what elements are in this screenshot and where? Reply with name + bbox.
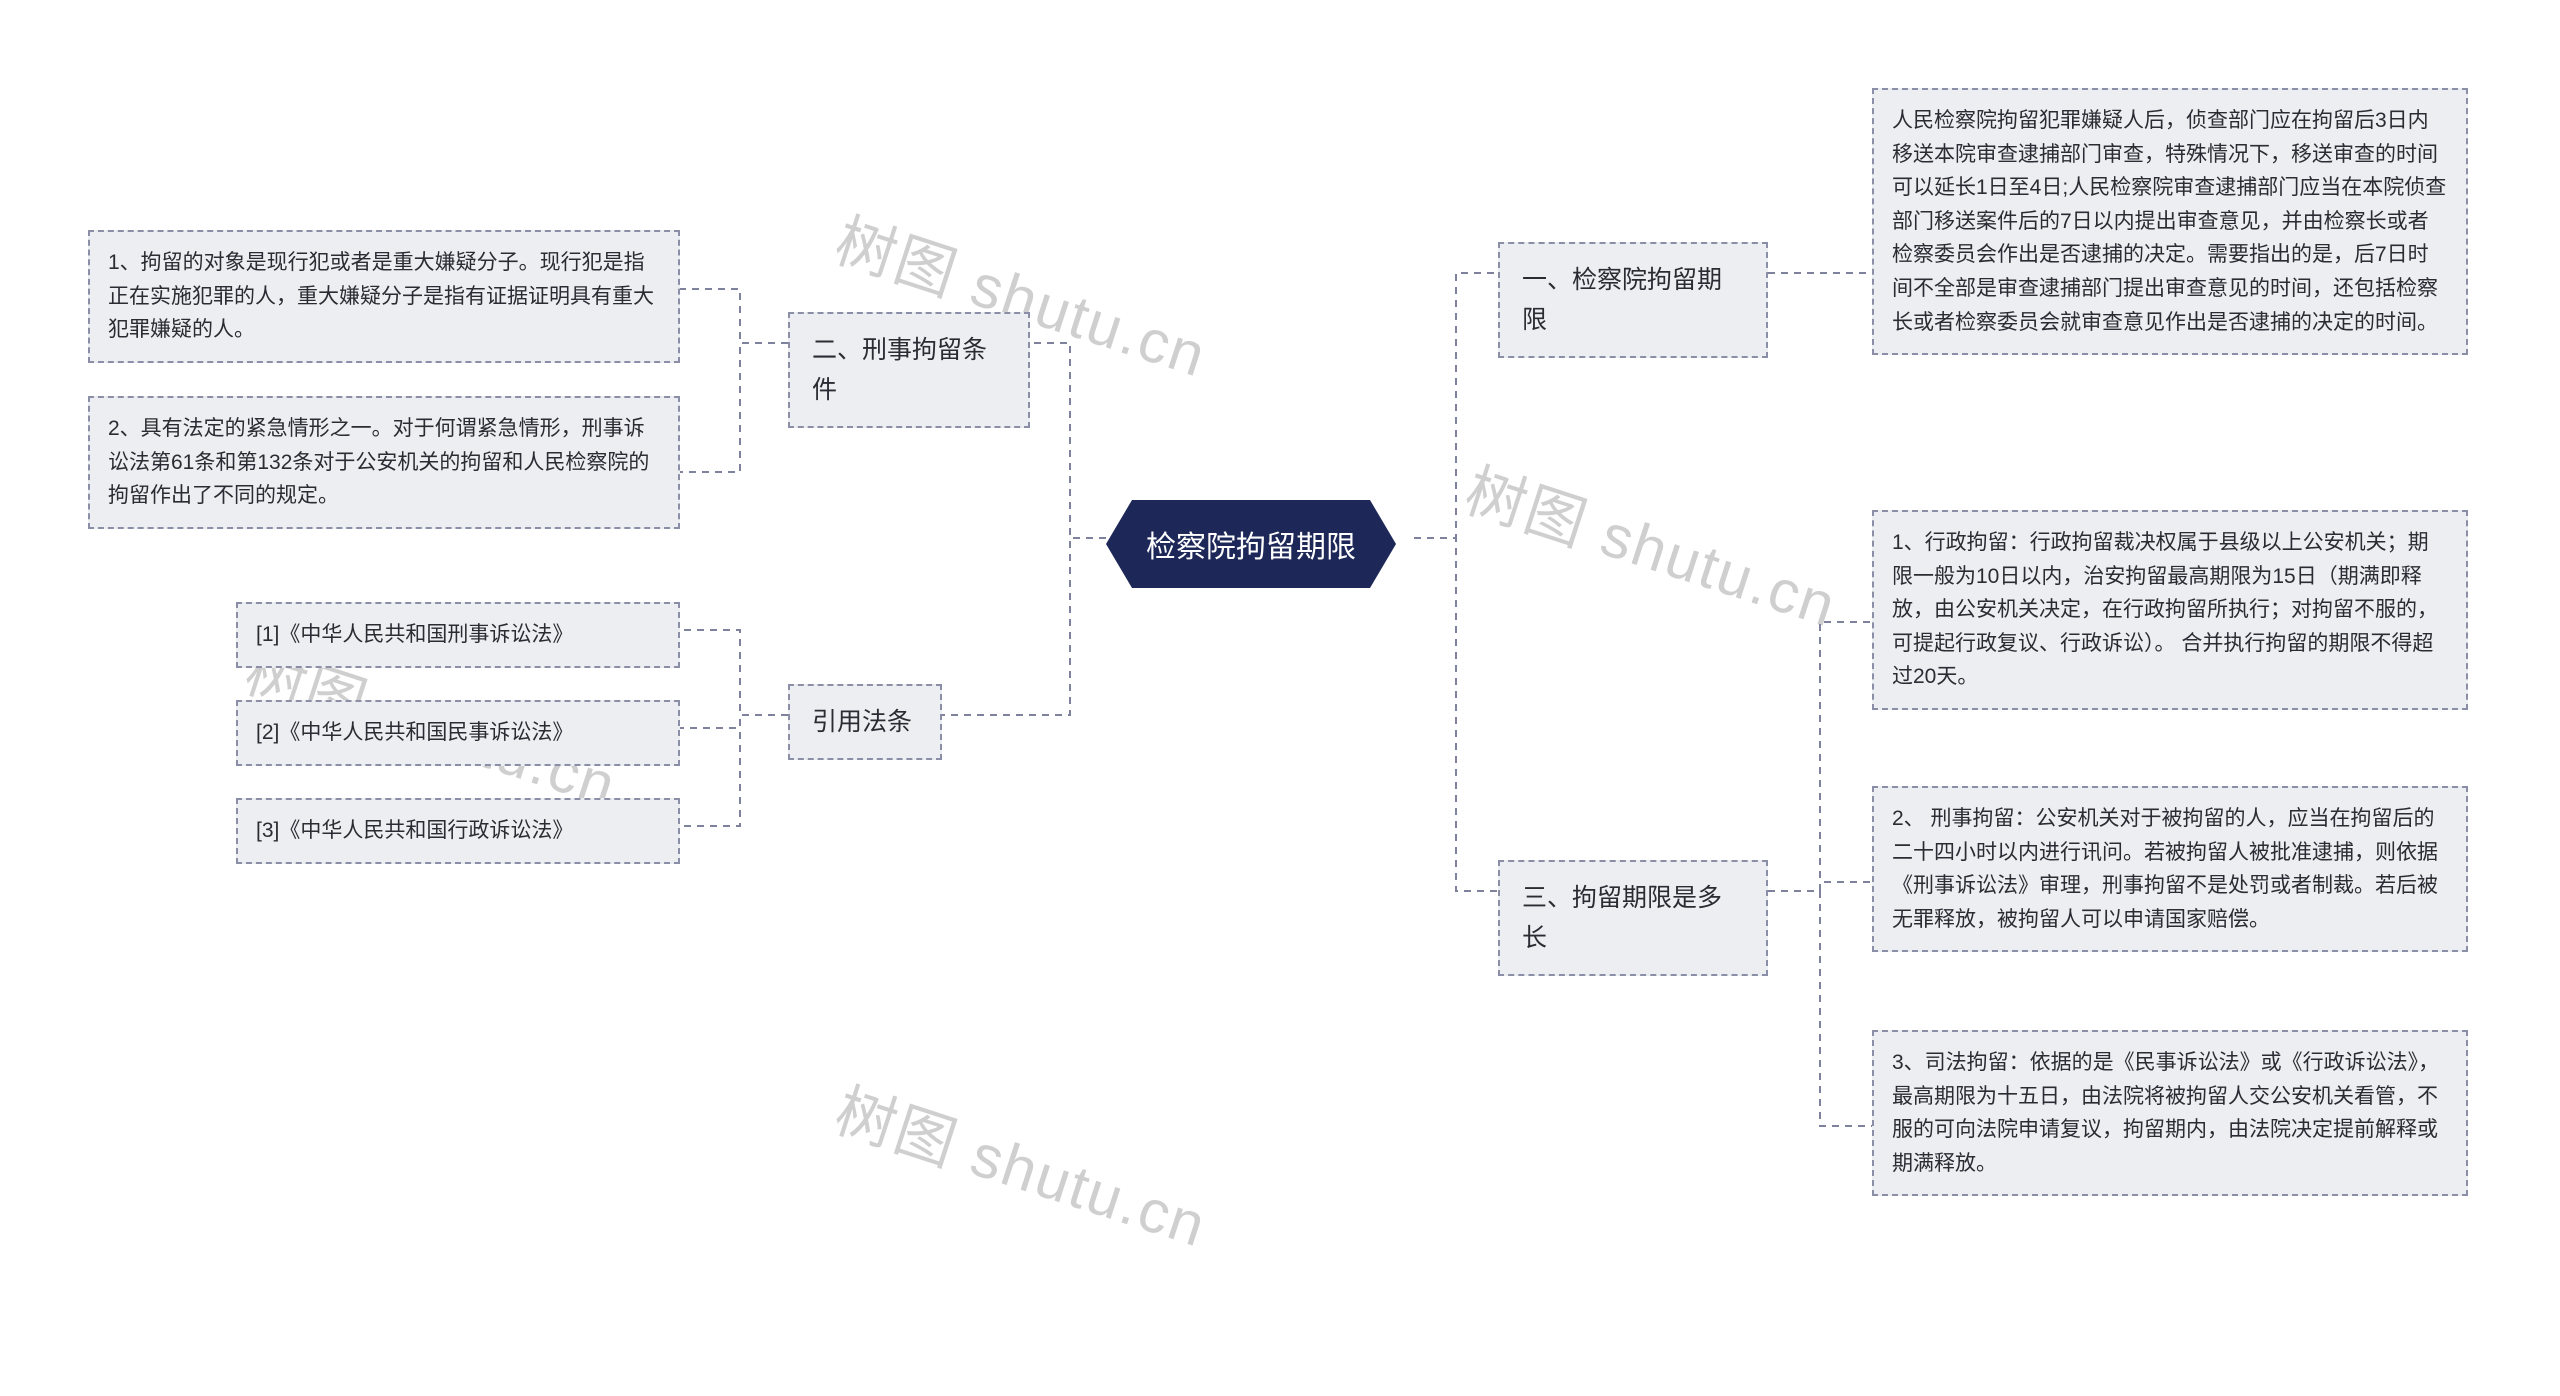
- leaf-admin-detention: 1、行政拘留：行政拘留裁决权属于县级以上公安机关；期限一般为10日以内，治安拘留…: [1872, 510, 2468, 710]
- root-label: 检察院拘留期限: [1106, 500, 1396, 588]
- root-node: 检察院拘留期限: [1106, 500, 1396, 588]
- leaf-judicial-detention: 3、司法拘留：依据的是《民事诉讼法》或《行政诉讼法》，最高期限为十五日，由法院将…: [1872, 1030, 2468, 1196]
- leaf-condition-2: 2、具有法定的紧急情形之一。对于何谓紧急情形，刑事诉讼法第61条和第132条对于…: [88, 396, 680, 529]
- leaf-ref-3: [3]《中华人民共和国行政诉讼法》: [236, 798, 680, 864]
- leaf-procuratorate-detail: 人民检察院拘留犯罪嫌疑人后，侦查部门应在拘留后3日内移送本院审查逮捕部门审查，特…: [1872, 88, 2468, 355]
- leaf-ref-1: [1]《中华人民共和国刑事诉讼法》: [236, 602, 680, 668]
- branch-criminal-detention-conditions: 二、刑事拘留条件: [788, 312, 1030, 428]
- branch-references: 引用法条: [788, 684, 942, 760]
- branch-procuratorate-detention-period: 一、检察院拘留期限: [1498, 242, 1768, 358]
- branch-detention-duration: 三、拘留期限是多长: [1498, 860, 1768, 976]
- watermark: 树图 shutu.cn: [826, 1063, 1220, 1265]
- leaf-ref-2: [2]《中华人民共和国民事诉讼法》: [236, 700, 680, 766]
- leaf-criminal-detention: 2、 刑事拘留：公安机关对于被拘留的人，应当在拘留后的二十四小时以内进行讯问。若…: [1872, 786, 2468, 952]
- watermark: 树图 shutu.cn: [1456, 443, 1850, 645]
- leaf-condition-1: 1、拘留的对象是现行犯或者是重大嫌疑分子。现行犯是指正在实施犯罪的人，重大嫌疑分…: [88, 230, 680, 363]
